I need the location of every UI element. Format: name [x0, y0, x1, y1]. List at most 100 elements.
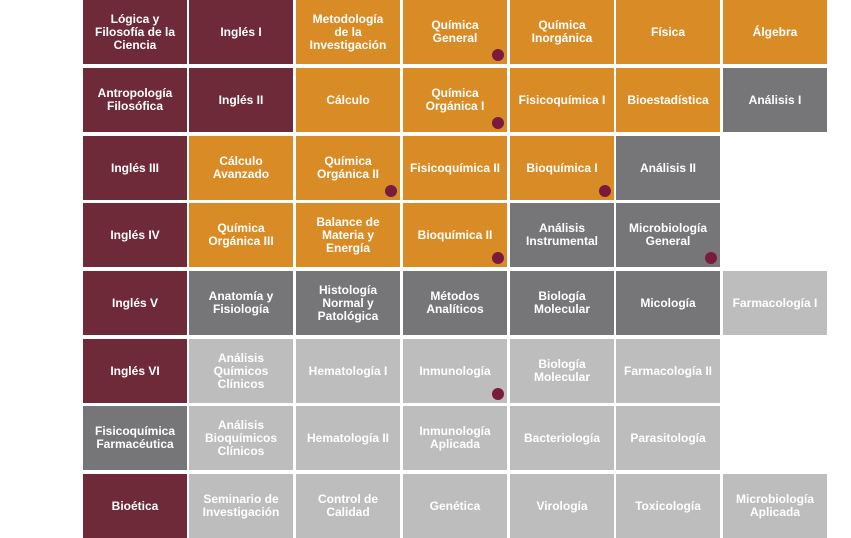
course-cell-r2-c6[interactable]: Bioestadística: [616, 68, 720, 132]
course-cell-r6-c4[interactable]: Inmunología: [403, 339, 507, 403]
course-label: Genética: [429, 498, 481, 513]
course-cell-r1-c2[interactable]: Inglés I: [189, 0, 293, 64]
course-cell-r4-c2[interactable]: Química Orgánica III: [189, 203, 293, 267]
course-label: Análisis Químicos Clínicos: [213, 350, 269, 391]
course-cell-r8-c5[interactable]: Virología: [510, 474, 614, 538]
course-cell-r3-c6[interactable]: Análisis II: [616, 136, 720, 200]
course-label: Inglés V: [111, 295, 158, 310]
course-label: Cálculo: [326, 92, 370, 107]
course-label: Química Orgánica II: [316, 154, 380, 181]
course-cell-r7-c3[interactable]: Hematología II: [296, 406, 400, 470]
course-label: Análisis I: [748, 92, 802, 107]
course-label: Química Orgánica III: [208, 221, 274, 248]
course-cell-r8-c6[interactable]: Toxicología: [616, 474, 720, 538]
course-cell-r7-c2[interactable]: Análisis Bioquímicos Clínicos: [189, 406, 293, 470]
course-label: Química Orgánica I: [425, 86, 485, 113]
course-cell-r3-c1[interactable]: Inglés III: [83, 136, 187, 200]
course-cell-r7-c1[interactable]: Fisicoquímica Farmacéutica: [83, 406, 187, 470]
course-cell-r1-c5[interactable]: Química Inorgánica: [510, 0, 614, 64]
course-cell-r7-c5[interactable]: Bacteriología: [510, 406, 614, 470]
course-cell-r1-c1[interactable]: Lógica y Filosofía de la Ciencia: [83, 0, 187, 64]
course-label: Microbiología General: [629, 221, 707, 248]
marker-dot-icon: [492, 49, 504, 61]
course-label: Análisis Instrumental: [525, 221, 598, 248]
course-cell-r7-c6[interactable]: Parasitología: [616, 406, 720, 470]
course-label: Bacteriología: [523, 430, 601, 445]
course-cell-r2-c3[interactable]: Cálculo: [296, 68, 400, 132]
course-label: Bioquímica I: [526, 160, 598, 175]
course-label: Micología: [640, 295, 696, 310]
course-cell-r5-c1[interactable]: Inglés V: [83, 271, 187, 335]
course-label: Virología: [536, 498, 588, 513]
course-label: Biología Molecular: [533, 357, 590, 384]
course-label: Histología Normal y Patológica: [317, 282, 379, 323]
course-cell-r7-c4[interactable]: Inmunología Aplicada: [403, 406, 507, 470]
course-cell-r8-c7[interactable]: Microbiología Aplicada: [723, 474, 827, 538]
course-cell-r3-c4[interactable]: Fisicoquímica II: [403, 136, 507, 200]
course-label: Bioética: [111, 498, 159, 513]
course-cell-r5-c2[interactable]: Anatomía y Fisiología: [189, 271, 293, 335]
course-label: Física: [650, 24, 686, 39]
marker-dot-icon: [492, 388, 504, 400]
course-cell-r4-c6[interactable]: Microbiología General: [616, 203, 720, 267]
course-cell-r8-c1[interactable]: Bioética: [83, 474, 187, 538]
course-cell-r6-c2[interactable]: Análisis Químicos Clínicos: [189, 339, 293, 403]
course-label: Parasitología: [630, 430, 706, 445]
course-label: Química Inorgánica: [531, 18, 593, 45]
course-cell-r1-c4[interactable]: Química General: [403, 0, 507, 64]
course-label: Fisicoquímica II: [409, 160, 501, 175]
course-cell-r3-c3[interactable]: Química Orgánica II: [296, 136, 400, 200]
marker-dot-icon: [492, 252, 504, 264]
course-label: Metodología de la Investigación: [309, 11, 387, 52]
course-label: Anatomía y Fisiología: [208, 289, 274, 316]
course-cell-r8-c3[interactable]: Control de Calidad: [296, 474, 400, 538]
course-cell-r5-c5[interactable]: Biología Molecular: [510, 271, 614, 335]
course-cell-r2-c5[interactable]: Fisicoquímica I: [510, 68, 614, 132]
course-label: Farmacología II: [623, 363, 713, 378]
course-label: Toxicología: [635, 498, 701, 513]
course-cell-r6-c3[interactable]: Hematología I: [296, 339, 400, 403]
course-label: Métodos Analíticos: [426, 289, 484, 316]
course-cell-r6-c1[interactable]: Inglés VI: [83, 339, 187, 403]
course-cell-r2-c1[interactable]: Antropología Filosófica: [83, 68, 187, 132]
marker-dot-icon: [492, 117, 504, 129]
course-cell-r2-c2[interactable]: Inglés II: [189, 68, 293, 132]
course-cell-r3-c2[interactable]: Cálculo Avanzado: [189, 136, 293, 200]
course-cell-r1-c6[interactable]: Física: [616, 0, 720, 64]
course-cell-r5-c7[interactable]: Farmacología I: [723, 271, 827, 335]
course-label: Química General: [431, 18, 479, 45]
course-label: Bioestadística: [627, 92, 709, 107]
course-label: Lógica y Filosofía de la Ciencia: [94, 11, 175, 52]
course-cell-r4-c3[interactable]: Balance de Materia y Energía: [296, 203, 400, 267]
course-cell-r1-c3[interactable]: Metodología de la Investigación: [296, 0, 400, 64]
course-label: Análisis Bioquímicos Clínicos: [204, 417, 277, 458]
course-label: Fisicoquímica Farmacéutica: [94, 424, 176, 451]
course-cell-r8-c2[interactable]: Seminario de Investigación: [189, 474, 293, 538]
course-cell-r2-c4[interactable]: Química Orgánica I: [403, 68, 507, 132]
course-label: Bioquímica II: [417, 227, 493, 242]
course-cell-r4-c4[interactable]: Bioquímica II: [403, 203, 507, 267]
course-cell-r6-c5[interactable]: Biología Molecular: [510, 339, 614, 403]
course-cell-r4-c1[interactable]: Inglés IV: [83, 203, 187, 267]
course-cell-r6-c6[interactable]: Farmacología II: [616, 339, 720, 403]
course-cell-r5-c3[interactable]: Histología Normal y Patológica: [296, 271, 400, 335]
course-label: Microbiología Aplicada: [736, 492, 814, 519]
course-label: Farmacología I: [732, 295, 818, 310]
course-cell-r5-c4[interactable]: Métodos Analíticos: [403, 271, 507, 335]
course-label: Inmunología Aplicada: [419, 424, 491, 451]
course-label: Inglés IV: [110, 227, 160, 242]
course-label: Cálculo Avanzado: [212, 154, 270, 181]
course-cell-r8-c4[interactable]: Genética: [403, 474, 507, 538]
course-label: Inglés I: [220, 24, 262, 39]
marker-dot-icon: [385, 185, 397, 197]
course-label: Inglés II: [218, 92, 264, 107]
course-cell-r5-c6[interactable]: Micología: [616, 271, 720, 335]
course-cell-r3-c5[interactable]: Bioquímica I: [510, 136, 614, 200]
course-label: Biología Molecular: [533, 289, 590, 316]
course-cell-r1-c7[interactable]: Álgebra: [723, 0, 827, 64]
course-cell-r4-c5[interactable]: Análisis Instrumental: [510, 203, 614, 267]
course-label: Hematología I: [308, 363, 388, 378]
course-cell-r2-c7[interactable]: Análisis I: [723, 68, 827, 132]
course-label: Álgebra: [752, 24, 798, 39]
